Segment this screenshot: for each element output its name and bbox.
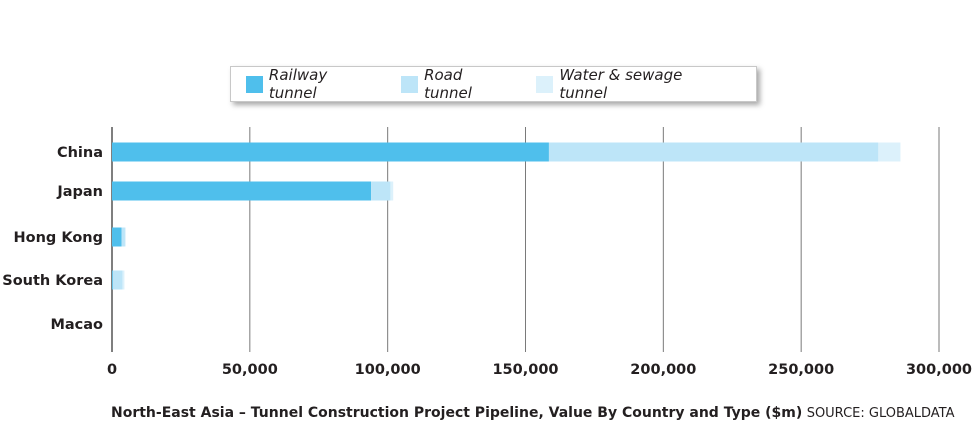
bar-hong-kong-road-tunnel: [121, 227, 125, 247]
category-label-hong-kong: Hong Kong: [14, 230, 104, 246]
legend-item-water-sewage: Water & sewage tunnel: [536, 66, 734, 102]
bar-south-korea-railway-tunnel: [112, 270, 113, 290]
chart-caption: North-East Asia – Tunnel Construction Pr…: [111, 405, 955, 421]
bar-china-water-sewage-tunnel: [878, 142, 901, 162]
tick-label-1: 50,000: [222, 362, 278, 378]
legend-label-railway: Railway tunnel: [268, 66, 328, 102]
bar-japan-road-tunnel: [371, 181, 391, 201]
bar-south-korea-road-tunnel: [112, 270, 123, 290]
bar-hong-kong-water-sewage-tunnel: [124, 227, 126, 247]
legend-label-water-sewage: Water & sewage tunnel: [559, 66, 683, 102]
bar-china-railway-tunnel: [112, 142, 549, 162]
tick-label-3: 150,000: [492, 362, 558, 378]
chart-title: North-East Asia – Tunnel Construction Pr…: [111, 405, 803, 421]
bar-south-korea-water-sewage-tunnel: [122, 270, 125, 290]
bar-china-road-tunnel: [548, 142, 879, 162]
tick-label-0: 0: [107, 362, 117, 378]
category-label-south-korea: South Korea: [2, 273, 103, 289]
bar-japan-railway-tunnel: [112, 181, 372, 201]
legend-item-railway: Railway tunnel: [246, 66, 379, 102]
bar-japan-water-sewage-tunnel: [390, 181, 394, 201]
bars: [112, 142, 901, 290]
tick-label-6: 300,000: [906, 362, 972, 378]
gridlines: [111, 127, 940, 352]
legend-swatch-railway: [246, 75, 263, 93]
legend-swatch-water-sewage: [536, 75, 554, 93]
tick-labels: 0 50,000 100,000 150,000 200,000 250,000 300,0…: [107, 362, 972, 378]
category-label-japan: Japan: [56, 184, 103, 200]
bar-hong-kong-railway-tunnel: [112, 227, 122, 247]
legend: Railway tunnel Road tunnel Water & sewag…: [230, 66, 757, 102]
category-labels: China Japan Hong Kong South Korea Macao: [2, 145, 103, 333]
legend-item-road: Road tunnel: [401, 66, 514, 102]
chart-source: SOURCE: GLOBALDATA: [806, 406, 955, 421]
tick-label-2: 100,000: [355, 362, 421, 378]
category-label-china: China: [57, 145, 103, 161]
tick-label-4: 200,000: [630, 362, 696, 378]
tick-label-5: 250,000: [768, 362, 834, 378]
legend-swatch-road: [401, 75, 419, 93]
category-label-macao: Macao: [50, 317, 103, 333]
legend-label-road: Road tunnel: [424, 66, 472, 102]
